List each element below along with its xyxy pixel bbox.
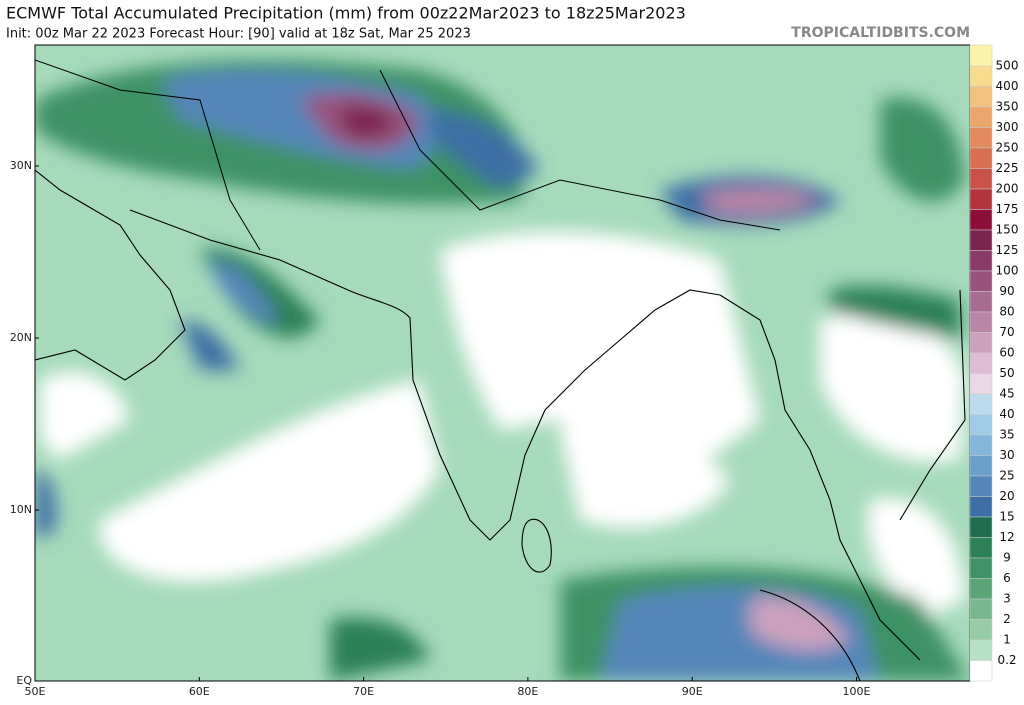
lon-label: 100E [843, 685, 871, 698]
legend-swatch [969, 352, 993, 374]
legend-swatch [969, 127, 993, 149]
lon-label: 70E [353, 685, 374, 698]
lon-label: 80E [517, 685, 538, 698]
legend-swatch [969, 168, 993, 190]
legend-swatch [969, 393, 993, 415]
legend: 5004003503002502252001751501251009080706… [969, 44, 1019, 682]
legend-label: 90 [999, 284, 1014, 298]
lat-label: 30N [10, 159, 32, 172]
legend-label: 350 [996, 100, 1019, 114]
legend-label: 400 [996, 79, 1019, 93]
legend-swatch [969, 44, 993, 67]
legend-swatch [969, 291, 993, 313]
lon-label: 60E [189, 685, 210, 698]
legend-label: 12 [999, 530, 1014, 544]
legend-label: 70 [999, 325, 1014, 339]
legend-label: 300 [996, 120, 1019, 134]
legend-swatch [969, 639, 993, 661]
legend-label: 80 [999, 305, 1014, 319]
legend-swatch [969, 434, 993, 456]
legend-swatch [969, 557, 993, 579]
legend-label: 100 [996, 264, 1019, 278]
lon-label: 90E [682, 685, 703, 698]
legend-label: 0.2 [997, 653, 1016, 667]
sumatra-coast [759, 589, 861, 681]
legend-swatch [969, 86, 993, 108]
legend-label: 9 [1003, 551, 1011, 565]
legend-swatch [969, 475, 993, 497]
legend-label: 20 [999, 489, 1014, 503]
legend-label: 3 [1003, 592, 1011, 606]
legend-label: 1 [1003, 633, 1011, 647]
legend-label: 125 [996, 243, 1019, 257]
legend-swatch [969, 147, 993, 169]
legend-label: 15 [999, 510, 1014, 524]
legend-swatch [969, 65, 993, 87]
borders [35, 59, 781, 251]
legend-swatch [969, 578, 993, 600]
legend-label: 45 [999, 387, 1014, 401]
iran-coast [129, 209, 349, 291]
legend-swatch [969, 250, 993, 272]
legend-swatch [969, 106, 993, 128]
legend-label: 40 [999, 407, 1014, 421]
indochina-coast [899, 289, 966, 521]
legend-swatch [969, 311, 993, 333]
legend-label: 200 [996, 182, 1019, 196]
legend-label: 2 [1003, 612, 1011, 626]
map [35, 45, 970, 681]
legend-label: 250 [996, 141, 1019, 155]
legend-label: 25 [999, 469, 1014, 483]
precip-field [35, 60, 970, 681]
legend-label: 175 [996, 202, 1019, 216]
legend-swatch [969, 496, 993, 518]
lat-label: EQ [16, 674, 32, 687]
legend-swatch [969, 660, 993, 682]
legend-swatch [969, 270, 993, 292]
legend-swatch [969, 516, 993, 538]
legend-label: 150 [996, 223, 1019, 237]
legend-swatch [969, 332, 993, 354]
coastlines [35, 59, 966, 681]
arabia-coast [35, 169, 186, 381]
legend-swatch [969, 373, 993, 395]
legend-label: 60 [999, 346, 1014, 360]
legend-swatch [969, 229, 993, 251]
legend-label: 35 [999, 428, 1014, 442]
legend-label: 30 [999, 448, 1014, 462]
lat-label: 20N [10, 331, 32, 344]
legend-swatch [969, 209, 993, 231]
legend-swatch [969, 455, 993, 477]
sri-lanka [521, 518, 552, 573]
lon-label: 50E [25, 685, 46, 698]
india-coast [347, 289, 721, 541]
legend-swatch [969, 414, 993, 436]
title: ECMWF Total Accumulated Precipitation (m… [6, 4, 686, 23]
subtitle: Init: 00z Mar 22 2023 Forecast Hour: [90… [6, 27, 471, 42]
legend-label: 500 [996, 59, 1019, 73]
legend-swatch [969, 619, 993, 641]
legend-swatch [969, 537, 993, 559]
legend-label: 6 [1003, 571, 1011, 585]
site-label: TROPICALTIDBITS.COM [791, 25, 970, 41]
legend-label: 225 [996, 161, 1019, 175]
legend-swatch [969, 598, 993, 620]
lat-label: 10N [10, 503, 32, 516]
myanmar-coast [719, 294, 921, 661]
legend-label: 50 [999, 366, 1014, 380]
legend-swatch [969, 188, 993, 210]
